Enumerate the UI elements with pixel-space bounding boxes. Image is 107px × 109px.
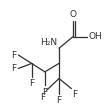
Text: F: F: [42, 88, 47, 97]
Text: O: O: [70, 10, 77, 19]
Text: F: F: [56, 96, 62, 105]
Text: H₂N: H₂N: [40, 38, 57, 48]
Text: F: F: [41, 93, 46, 102]
Text: F: F: [72, 90, 77, 99]
Text: OH: OH: [89, 32, 103, 41]
Text: F: F: [12, 51, 17, 60]
Text: F: F: [29, 79, 34, 88]
Text: F: F: [12, 64, 17, 73]
